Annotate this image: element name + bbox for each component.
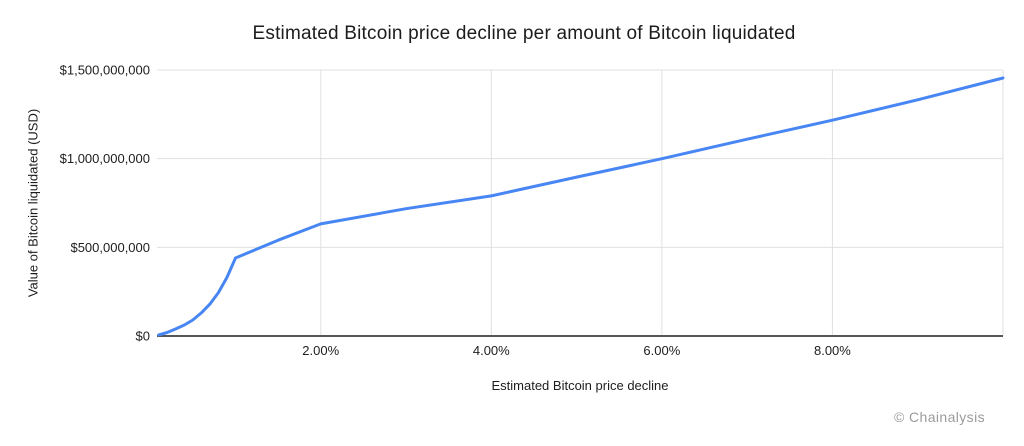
x-tick-label: 8.00% xyxy=(814,343,851,358)
y-tick-label: $0 xyxy=(136,329,150,344)
y-tick-label: $1,500,000,000 xyxy=(60,63,150,78)
x-tick-label: 2.00% xyxy=(302,343,339,358)
chart-title: Estimated Bitcoin price decline per amou… xyxy=(252,23,796,44)
y-tick-label: $1,000,000,000 xyxy=(60,151,150,166)
x-tick-label: 6.00% xyxy=(643,343,680,358)
y-tick-label: $500,000,000 xyxy=(70,240,150,255)
series-line xyxy=(157,76,1005,337)
x-tick-label: 4.00% xyxy=(473,343,510,358)
watermark: © Chainalysis xyxy=(894,409,985,425)
x-axis-title: Estimated Bitcoin price decline xyxy=(491,378,669,393)
